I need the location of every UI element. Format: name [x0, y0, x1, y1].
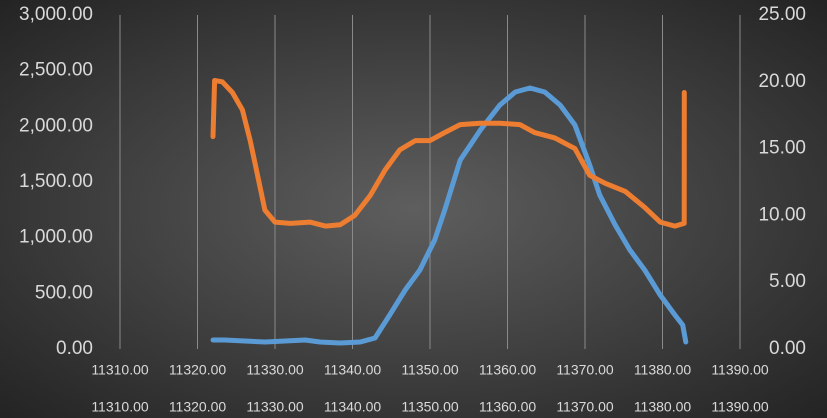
y2-tick-label: 15.00: [758, 138, 806, 159]
x2-tick-label: 11390.00: [711, 399, 769, 415]
y2-tick-label: 20.00: [758, 71, 806, 92]
x2-tick-label: 11350.00: [401, 399, 459, 415]
y2-tick-label: 5.00: [769, 271, 806, 292]
series-line: [210, 78, 687, 229]
x-tick-label: 11330.00: [246, 362, 304, 378]
x2-tick-label: 11380.00: [634, 399, 692, 415]
x-tick-label: 11380.00: [634, 362, 692, 378]
y-tick-label: 2,000.00: [19, 115, 93, 136]
y2-tick-label: 10.00: [758, 204, 806, 225]
x-tick-label: 11310.00: [91, 362, 149, 378]
x2-tick-label: 11310.00: [91, 399, 149, 415]
series-line: [210, 85, 689, 346]
x-tick-label: 11340.00: [324, 362, 382, 378]
y2-tick-label: 0.00: [769, 338, 806, 359]
y-tick-label: 3,000.00: [19, 4, 93, 25]
y-tick-label: 1,500.00: [19, 171, 93, 192]
x2-tick-label: 11330.00: [246, 399, 304, 415]
x-tick-label: 11350.00: [401, 362, 459, 378]
x2-tick-label: 11360.00: [479, 399, 537, 415]
x-tick-label: 11370.00: [556, 362, 614, 378]
y-tick-label: 0.00: [56, 338, 93, 359]
x2-tick-label: 11340.00: [324, 399, 382, 415]
x2-tick-label: 11370.00: [556, 399, 614, 415]
y-tick-label: 2,500.00: [19, 60, 93, 81]
x-tick-label: 11390.00: [711, 362, 769, 378]
y2-tick-label: 25.00: [758, 4, 806, 25]
x2-tick-label: 11320.00: [169, 399, 227, 415]
y-tick-label: 1,000.00: [19, 227, 93, 248]
x-tick-label: 11360.00: [479, 362, 537, 378]
x-tick-label: 11320.00: [169, 362, 227, 378]
y-tick-label: 500.00: [35, 282, 93, 303]
